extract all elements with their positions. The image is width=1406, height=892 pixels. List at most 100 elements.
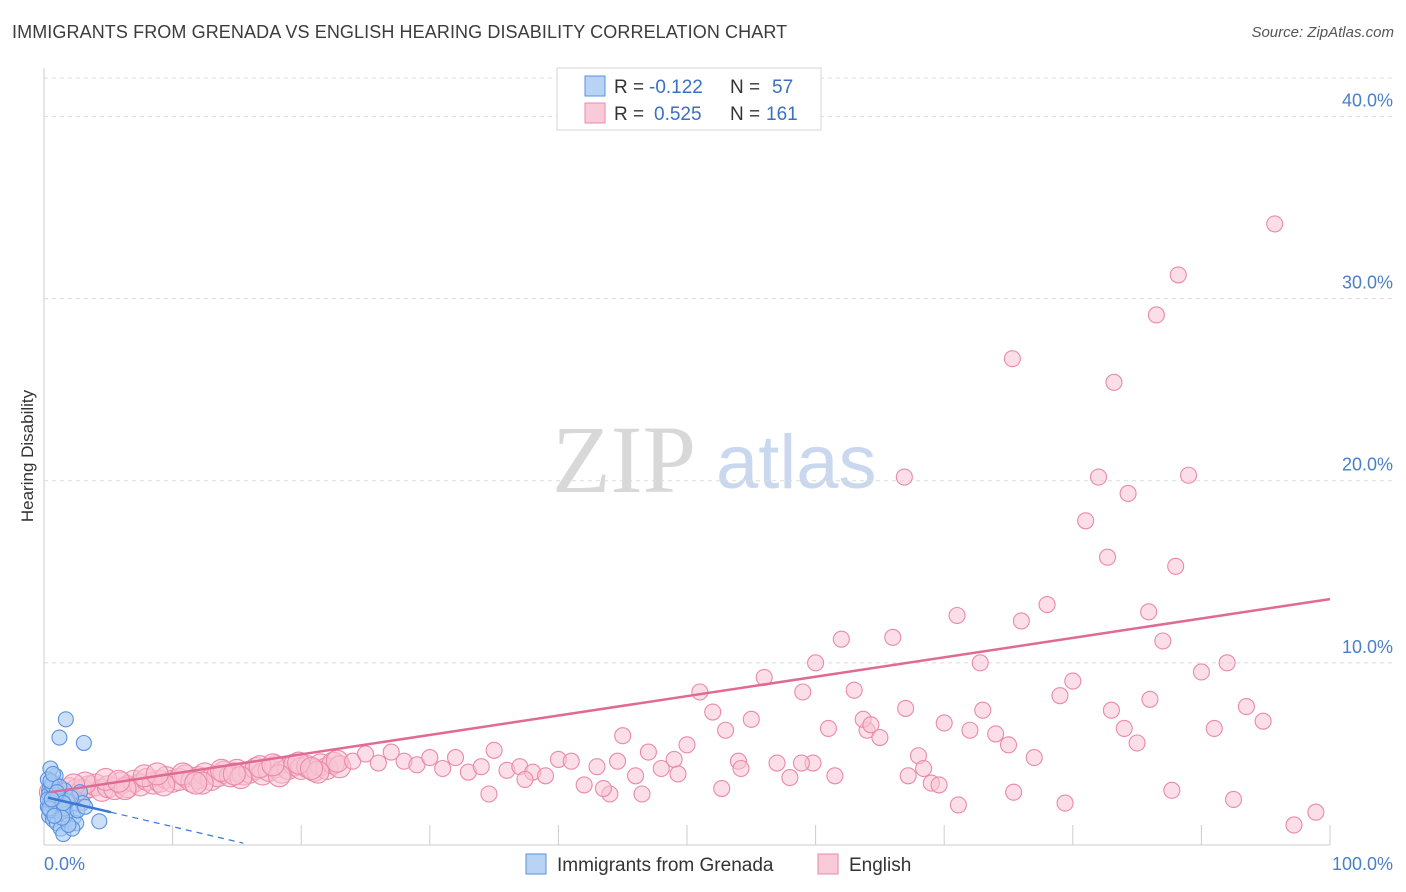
legend-swatch-blue [584,75,606,97]
english-point [369,754,387,772]
english-point [1307,803,1325,821]
english-point [792,754,811,772]
grenada-point [57,711,74,728]
english-point [485,741,503,759]
chart-title: IMMIGRANTS FROM GRENADA VS ENGLISH HEARI… [12,22,788,42]
english-point [1147,306,1165,324]
english-point [434,759,452,778]
english-point [819,719,838,737]
english-point [826,767,844,785]
english-point [884,628,902,646]
english-point [1225,790,1243,809]
english-point [1205,719,1223,737]
english-point [1140,603,1158,621]
english-point [1237,698,1255,716]
english-point [575,776,593,794]
english-point [742,710,760,728]
english-point [1051,687,1069,705]
english-point [1056,794,1074,812]
stats-legend: R = -0.122 N = 57 R = 0.525 N = 161 [556,67,822,131]
english-point [915,759,933,778]
english-point [949,796,967,814]
x-tick-label-max: 100.0% [1332,854,1393,874]
english-points [38,215,1325,834]
watermark-zip: ZIP [552,406,696,513]
english-point [974,701,992,719]
english-point [807,654,825,672]
english-point [895,468,913,486]
grenada-point [51,729,68,746]
english-point [1115,719,1133,737]
english-point [899,767,917,785]
legend-swatch-pink [584,102,606,124]
english-point [999,736,1018,754]
english-point [1003,350,1021,368]
legend-r-value-blue: -0.122 [649,77,703,98]
gridlines [44,77,1392,664]
english-point [344,752,362,770]
english-point [516,770,534,788]
english-point [1102,701,1120,719]
english-point [794,683,812,701]
english-point [222,762,246,786]
english-point [1192,663,1210,681]
bottom-legend-label-pink: English [849,855,911,876]
english-point [871,728,889,747]
english-point [1098,548,1117,566]
english-point [633,785,651,803]
source-label: Source: ZipAtlas.com [1251,24,1394,41]
english-point [1254,712,1272,730]
y-axis-title: Hearing Disability [18,389,37,522]
english-point [356,745,375,763]
english-point [930,776,948,794]
grenada-point [91,813,108,830]
english-point [562,752,580,770]
english-point [961,721,979,739]
english-point [948,606,966,625]
english-point [713,779,731,798]
tick-labels: 10.0% 20.0% 30.0% 40.0% 0.0% 100.0% [44,90,1393,874]
english-point [1064,672,1082,690]
legend-n-value-pink: 161 [766,104,798,125]
english-point [1119,484,1137,503]
english-point [408,756,426,774]
english-point [669,765,687,783]
english-point [1089,468,1108,486]
english-point [1038,596,1056,614]
english-point [627,767,645,785]
x-tick-label-min: 0.0% [44,854,85,874]
english-point [1285,816,1303,834]
english-point [446,749,465,767]
english-point [1077,512,1095,530]
english-point [1012,612,1030,630]
grenada-trend-extension [110,811,244,844]
legend-n-value-blue: 57 [772,77,793,98]
english-point [845,681,863,699]
english-point [717,721,735,739]
y-tick-label: 20.0% [1342,455,1393,475]
bottom-legend-label-blue: Immigrants from Grenada [557,855,774,876]
english-point [1167,557,1185,575]
english-point [781,769,799,787]
english-point [1179,466,1198,484]
english-point [480,785,498,803]
legend-r-value-pink: 0.525 [654,104,702,125]
grenada-points [39,711,108,843]
english-point [935,714,953,732]
english-point [691,683,709,701]
grenada-point [46,807,63,824]
english-point [184,771,208,795]
english-point [665,750,683,768]
bottom-legend-swatch-blue [525,853,547,875]
y-tick-label: 40.0% [1342,90,1393,110]
axes [43,68,1331,846]
english-point [1163,781,1181,799]
grenada-point [44,765,62,783]
english-point [862,716,880,734]
english-point [1169,266,1187,284]
english-point [1025,749,1043,767]
english-point [704,703,722,721]
english-trend-line [50,597,1331,794]
watermark-atlas: atlas [716,420,877,505]
